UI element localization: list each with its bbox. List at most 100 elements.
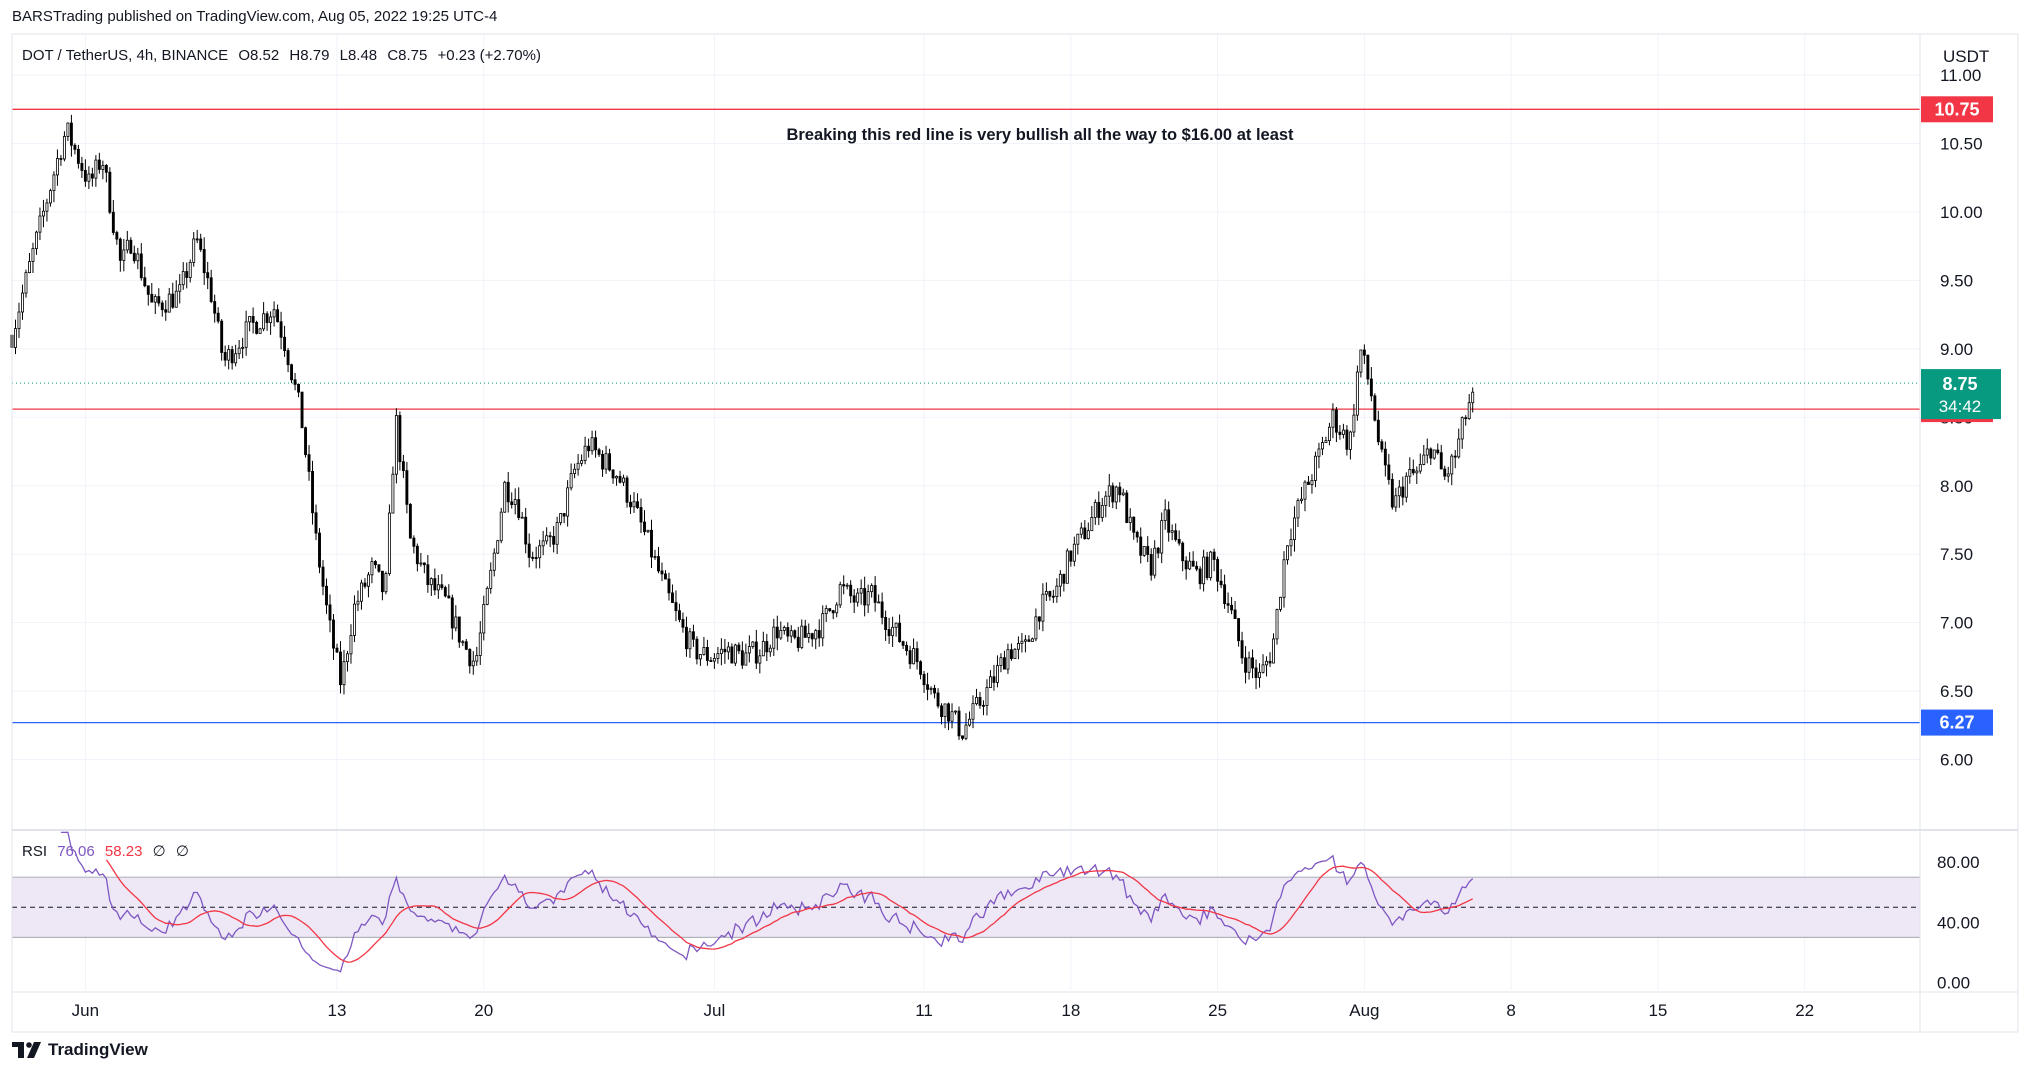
candle-body — [768, 647, 772, 653]
candle-body — [104, 165, 108, 173]
candle-body — [311, 470, 314, 514]
time-tick-label: Jul — [704, 1001, 726, 1020]
candle-body — [898, 622, 902, 643]
symbol-legend: DOT / TetherUS, 4h, BINANCE O8.52 H8.79 … — [22, 47, 541, 64]
candle-body — [325, 585, 328, 606]
rsi-ma-value: 58.23 — [105, 843, 143, 860]
candle-body — [1118, 486, 1122, 496]
candle-body — [248, 316, 252, 323]
price-axis-ticks: 6.006.507.007.508.008.509.009.5010.0010.… — [1940, 66, 1983, 769]
candle-body — [1037, 616, 1041, 622]
candle-body — [206, 272, 210, 279]
candle-body — [1069, 550, 1073, 562]
candle-body — [870, 585, 874, 593]
candle-body — [684, 626, 688, 650]
candle-body — [164, 309, 168, 313]
candle-body — [17, 311, 21, 330]
candle-body — [629, 501, 632, 508]
price-tick-label: 6.50 — [1940, 682, 1973, 701]
candle-body — [1083, 527, 1087, 540]
candle-body — [1303, 481, 1307, 500]
candle-body — [828, 608, 832, 612]
candle-body — [1212, 551, 1216, 560]
candle-body — [667, 578, 671, 594]
candle-body — [38, 215, 42, 233]
price-tick-label: 10.50 — [1940, 135, 1983, 154]
candle-body — [1258, 671, 1261, 678]
tradingview-logo[interactable]: TradingView — [12, 1040, 148, 1060]
candle-body — [796, 636, 800, 648]
candle-body — [52, 174, 56, 192]
candle-body — [48, 190, 52, 204]
candle-body — [97, 159, 101, 170]
candle-body — [499, 511, 503, 542]
candle-body — [524, 516, 528, 545]
last-price-label: 8.75 — [1942, 374, 1977, 394]
candle-body — [887, 629, 891, 637]
rsi-label: RSI — [22, 843, 47, 860]
candle-body — [562, 513, 566, 517]
candle-body — [1181, 542, 1185, 562]
time-tick-label: 15 — [1648, 1001, 1667, 1020]
candle-body — [807, 633, 811, 638]
candle-body — [461, 641, 465, 644]
line-price-label-bg — [1921, 96, 1993, 123]
candle-body — [412, 537, 416, 547]
candle-body — [339, 651, 342, 686]
candle-body — [1041, 593, 1045, 622]
candle-body — [1093, 502, 1097, 518]
candle-body — [111, 211, 115, 233]
candle-body — [192, 238, 196, 263]
candle-body — [733, 644, 737, 664]
candle-body — [1188, 560, 1192, 570]
candle-body — [761, 641, 765, 657]
candle-body — [489, 569, 493, 589]
candle-body — [569, 473, 573, 489]
candle-body — [702, 646, 706, 655]
candle-body — [258, 328, 262, 334]
candle-body — [1016, 642, 1020, 650]
candle-body — [1331, 409, 1335, 428]
candle-body — [1443, 468, 1447, 477]
candle-body — [1198, 568, 1202, 585]
candle-body — [457, 616, 461, 643]
candle-body — [765, 641, 769, 653]
candle-body — [1460, 417, 1464, 440]
candle-body — [622, 477, 625, 483]
candle-body — [989, 676, 992, 688]
candle-body — [716, 653, 720, 659]
time-tick-label: 11 — [915, 1001, 933, 1020]
candle-body — [611, 469, 615, 479]
grid — [12, 34, 1920, 990]
candle-body — [772, 626, 776, 649]
candle-body — [419, 562, 423, 565]
candle-body — [1107, 485, 1111, 497]
candle-body — [719, 648, 723, 655]
rsi-extra-1: ∅ — [153, 843, 166, 860]
candle-body — [566, 487, 570, 517]
candle-body — [978, 697, 982, 706]
candle-body — [157, 296, 161, 304]
candle-body — [632, 501, 636, 508]
candle-body — [307, 454, 311, 472]
candle-body — [1160, 520, 1164, 554]
candle-body — [122, 249, 126, 261]
candle-body — [1034, 616, 1038, 640]
candle-body — [1251, 657, 1254, 669]
rsi-axis-ticks: 0.00 40.00 80.00 — [1937, 853, 1980, 992]
candle-body — [503, 481, 507, 513]
candle-body — [429, 578, 433, 586]
candle-body — [1380, 441, 1384, 450]
candle-body — [786, 627, 790, 637]
candle-body — [450, 597, 454, 629]
countdown-label: 34:42 — [1939, 397, 1982, 416]
candle-body — [863, 588, 867, 606]
candle-body — [947, 703, 950, 722]
candle-body — [115, 232, 119, 240]
candle-body — [534, 557, 538, 559]
candle-body — [1223, 584, 1227, 605]
candle-body — [1425, 448, 1429, 456]
candle-body — [933, 687, 936, 694]
candle-body — [1418, 464, 1422, 472]
